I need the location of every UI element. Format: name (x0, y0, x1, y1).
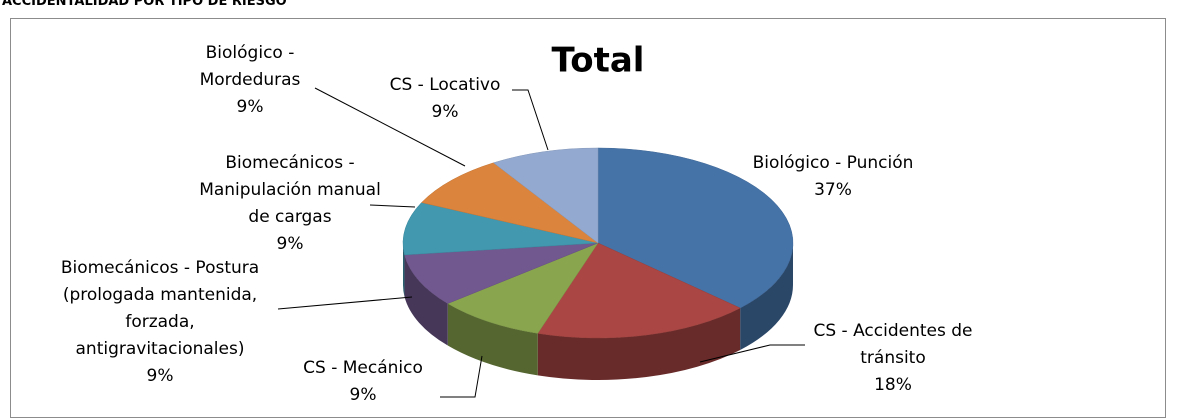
slice-label: Biológico - Mordeduras 9% (185, 40, 315, 121)
pie-slice (597, 147, 794, 309)
slice-label: CS - Mecánico 9% (278, 355, 448, 409)
pie-slice-side (537, 308, 741, 380)
slice-value: 9% (236, 97, 264, 117)
slice-label: CS - Accidentes de tránsito 18% (808, 318, 978, 399)
slice-category: Biomecánicos - Manipulación manual de ca… (199, 153, 381, 227)
leader-line (314, 87, 466, 167)
leader-line (369, 204, 416, 208)
pie-slice-side (740, 243, 793, 351)
leader-line (512, 89, 549, 151)
slice-label: CS - Locativo 9% (365, 72, 525, 126)
pie-slice (402, 202, 599, 256)
slice-category: Biológico - Mordeduras (199, 43, 301, 90)
pie-slice (492, 147, 599, 244)
pie-slice-side (404, 254, 448, 346)
chart-title: Total (552, 41, 645, 81)
slice-label: Biológico - Punción 37% (733, 150, 933, 204)
slice-category: Biológico - Punción (752, 153, 914, 173)
pie-slice (537, 242, 741, 339)
slice-value: 9% (349, 385, 377, 405)
slice-value: 37% (814, 180, 852, 200)
pie-slice-side (403, 243, 405, 297)
pie-slice (404, 242, 599, 304)
pie-slice (447, 242, 599, 334)
pie-slice-side (447, 303, 538, 376)
page-heading: ACCIDENTALIDAD POR TIPO DE RIESGO (2, 0, 287, 9)
pie-slice (421, 162, 599, 244)
slice-label: Biomecánicos - Manipulación manual de ca… (190, 150, 390, 258)
slice-value: 9% (146, 366, 174, 386)
slice-value: 9% (431, 102, 459, 122)
slice-value: 18% (874, 375, 912, 395)
slice-category: Biomecánicos - Postura (prologada manten… (60, 258, 260, 359)
slice-label: Biomecánicos - Postura (prologada manten… (40, 255, 280, 390)
slice-category: CS - Mecánico (303, 358, 423, 378)
slice-category: CS - Accidentes de tránsito (813, 321, 973, 368)
slice-value: 9% (276, 234, 304, 254)
slice-category: CS - Locativo (389, 75, 501, 95)
leader-line (699, 344, 805, 363)
leader-line (440, 355, 483, 398)
leader-line (277, 296, 413, 310)
